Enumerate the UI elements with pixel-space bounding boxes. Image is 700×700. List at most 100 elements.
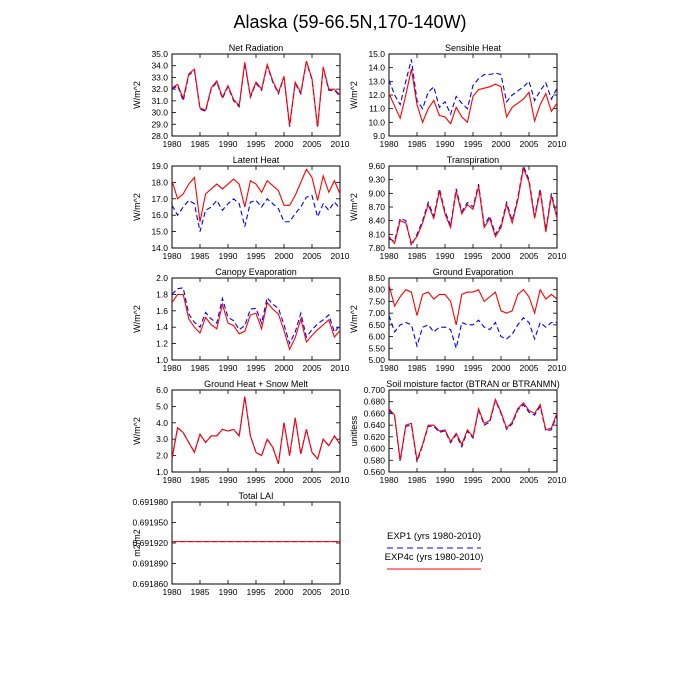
y-tick-label: 6.0	[156, 385, 168, 395]
plot-frame	[171, 53, 341, 137]
x-tick-label: 1980	[163, 475, 182, 485]
series-line-exp1	[388, 164, 558, 248]
panel-title: Sensible Heat	[445, 43, 502, 53]
y-tick-label: 1.6	[156, 306, 168, 316]
series-line-exp4c	[388, 284, 558, 325]
y-tick-label: 28.0	[151, 131, 168, 141]
x-tick-label: 2010	[331, 139, 350, 149]
x-tick-label: 2000	[275, 251, 294, 261]
y-tick-label: 8.00	[368, 285, 385, 295]
y-tick-label: 0.580	[364, 455, 386, 465]
x-tick-label: 1980	[380, 475, 399, 485]
legend-exp4c-label: EXP4c (yrs 1980-2010)	[385, 552, 484, 563]
x-tick-label: 2010	[331, 475, 350, 485]
x-tick-label: 2005	[303, 139, 322, 149]
y-tick-label: 31.0	[151, 96, 168, 106]
series-line-exp1	[171, 62, 341, 128]
x-tick-label: 1985	[408, 475, 427, 485]
x-tick-label: 1980	[380, 363, 399, 373]
y-tick-label: 0.660	[364, 408, 386, 418]
y-tick-label: 11.0	[369, 104, 385, 114]
x-tick-label: 1995	[464, 139, 483, 149]
x-tick-label: 2010	[548, 139, 567, 149]
series-line-exp1	[388, 398, 558, 463]
y-tick-label: 19.0	[151, 161, 168, 171]
y-axis-label: unitless	[349, 415, 359, 446]
y-axis-label: W/m^2	[132, 81, 142, 109]
series-line-exp4c	[388, 68, 558, 125]
x-tick-label: 1985	[191, 587, 210, 597]
y-tick-label: 14.0	[368, 63, 385, 73]
x-tick-label: 2000	[492, 363, 511, 373]
series-line-exp4c	[171, 168, 341, 222]
x-tick-label: 2005	[303, 587, 322, 597]
x-tick-label: 2005	[303, 475, 322, 485]
chart-panel-5: Canopy Evaporation W/m^2 1.0 1.2 1.4 1.6 1.8 2.…	[132, 267, 350, 373]
x-tick-label: 1990	[436, 251, 455, 261]
y-tick-label: 17.0	[151, 194, 168, 204]
y-tick-label: 8.40	[368, 216, 385, 226]
x-tick-label: 2000	[275, 475, 294, 485]
y-tick-label: 5.50	[368, 343, 385, 353]
y-tick-label: 3.0	[156, 434, 168, 444]
y-tick-label: 29.0	[151, 119, 168, 129]
y-tick-label: 1.0	[156, 355, 168, 365]
x-tick-label: 1990	[219, 251, 238, 261]
chart-panel-6: Ground Evaporation W/m^2 5.00 5.506.00 6.50 7…	[349, 267, 567, 373]
chart-panel-4: Transpiration W/m^2 7.80 8.10 8.40 8.70 9.00 9.…	[349, 155, 567, 261]
y-tick-label: 1.8	[156, 289, 168, 299]
plot-frame	[171, 501, 341, 585]
panel-title: Total LAI	[238, 491, 273, 501]
figure-title: Alaska (59-66.5N,170-140W)	[233, 12, 466, 32]
x-tick-label: 1985	[191, 475, 210, 485]
y-tick-label: 35.0	[151, 49, 168, 59]
y-tick-label: 0.620	[364, 432, 386, 442]
x-tick-label: 1995	[247, 475, 266, 485]
y-tick-label: 8.50	[368, 273, 385, 283]
x-tick-label: 1995	[247, 139, 266, 149]
y-axis-label: W/m^2	[132, 305, 142, 333]
panel-title: Soil moisture factor (BTRAN or BTRANMN)	[386, 379, 560, 389]
plot-frame	[388, 53, 558, 137]
y-tick-label: 0.700	[364, 385, 386, 395]
y-tick-label: 12.0	[368, 90, 385, 100]
chart-panel-7: Ground Heat + Snow Melt W/m^2 1.0 2.0 3.0 4.0…	[132, 379, 350, 485]
x-tick-label: 1985	[191, 251, 210, 261]
y-tick-label: 0.691890	[133, 559, 169, 569]
y-tick-label: 0.691860	[133, 579, 169, 589]
panel-title: Ground Heat + Snow Melt	[204, 379, 308, 389]
y-tick-label: 5.0	[156, 401, 168, 411]
chart-panel-1: Net Radiation W/m^2 28.0 29.030.0 31.0 32.0 33…	[132, 43, 350, 149]
y-tick-label: 4.0	[156, 418, 168, 428]
legend: EXP1 (yrs 1980-2010) EXP4c (yrs 1980-201…	[385, 531, 484, 570]
y-tick-label: 34.0	[151, 61, 168, 71]
legend-exp1-label: EXP1 (yrs 1980-2010)	[387, 531, 481, 542]
panel-title: Transpiration	[447, 155, 499, 165]
y-tick-label: 2.0	[156, 273, 168, 283]
y-tick-label: 9.00	[368, 188, 385, 198]
y-tick-label: 0.691980	[133, 497, 169, 507]
panel-title: Canopy Evaporation	[215, 267, 297, 277]
y-tick-label: 15.0	[151, 227, 168, 237]
x-tick-label: 2000	[492, 251, 511, 261]
panels-group: Net Radiation W/m^2 28.0 29.030.0 31.0 32.0 33…	[132, 43, 567, 597]
x-tick-label: 1990	[219, 475, 238, 485]
y-axis-label: W/m^2	[132, 417, 142, 445]
series-line-exp4c	[388, 166, 558, 245]
y-tick-label: 0.680	[364, 397, 386, 407]
x-tick-label: 2000	[492, 475, 511, 485]
plot-frame	[171, 277, 341, 361]
series-line-exp1	[388, 59, 558, 116]
x-tick-label: 1995	[464, 251, 483, 261]
panel-title: Net Radiation	[229, 43, 284, 53]
chart-panel-2: Sensible Heat W/m^2 9.0 10.0 11.0 12.0 13.0 14.…	[349, 43, 567, 149]
y-tick-label: 7.50	[368, 296, 385, 306]
chart-panel-8: Soil moisture factor (BTRAN or BTRANMN) u…	[349, 379, 567, 485]
x-tick-label: 1980	[163, 587, 182, 597]
y-tick-label: 0.560	[364, 467, 386, 477]
y-tick-label: 7.00	[368, 308, 385, 318]
y-tick-label: 5.00	[368, 355, 385, 365]
x-tick-label: 2010	[331, 587, 350, 597]
plot-frame	[388, 277, 558, 361]
y-tick-label: 1.4	[156, 322, 168, 332]
